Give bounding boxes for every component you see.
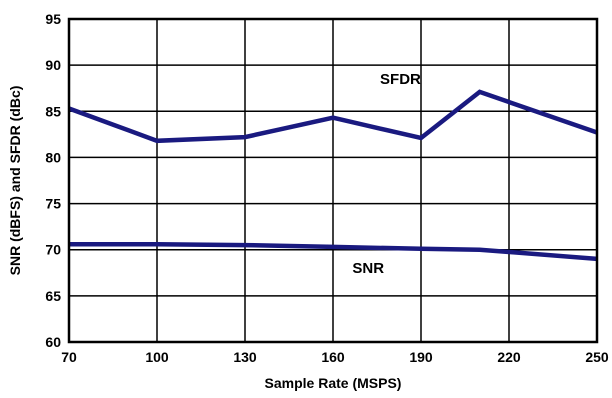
y-tick-label: 65 — [45, 288, 61, 304]
y-tick-label: 75 — [45, 196, 61, 212]
x-tick-label: 220 — [497, 349, 521, 365]
x-tick-label: 130 — [233, 349, 257, 365]
y-tick-label: 80 — [45, 149, 61, 165]
series-line-snr — [69, 241, 598, 262]
y-axis-label: SNR (dBFS) and SFDR (dBc) — [7, 86, 23, 276]
y-tick-label: 95 — [45, 11, 61, 27]
chart-annotations: SFDR SNR — [352, 71, 421, 277]
x-tick-label: 190 — [409, 349, 433, 365]
y-tick-label: 85 — [45, 103, 61, 119]
x-axis-label: Sample Rate (MSPS) — [265, 375, 402, 391]
y-tick-label: 60 — [45, 334, 61, 350]
chart-grid — [68, 18, 598, 343]
series-line-sfdr — [68, 89, 598, 144]
plot-border — [67, 17, 599, 344]
y-tick-label: 90 — [45, 57, 61, 73]
x-tick-label: 160 — [321, 349, 345, 365]
chart-ticks: 70 100 130 160 190 220 250 60 65 70 75 80 85 90 95 — [45, 11, 608, 365]
series-label-snr: SNR — [352, 260, 384, 277]
chart-series — [68, 89, 598, 262]
x-tick-label: 100 — [145, 349, 169, 365]
chart-frame — [67, 17, 599, 344]
series-label-sfdr: SFDR — [380, 71, 421, 88]
y-tick-label: 70 — [45, 242, 61, 258]
x-tick-label: 70 — [61, 349, 77, 365]
x-tick-label: 250 — [585, 349, 609, 365]
